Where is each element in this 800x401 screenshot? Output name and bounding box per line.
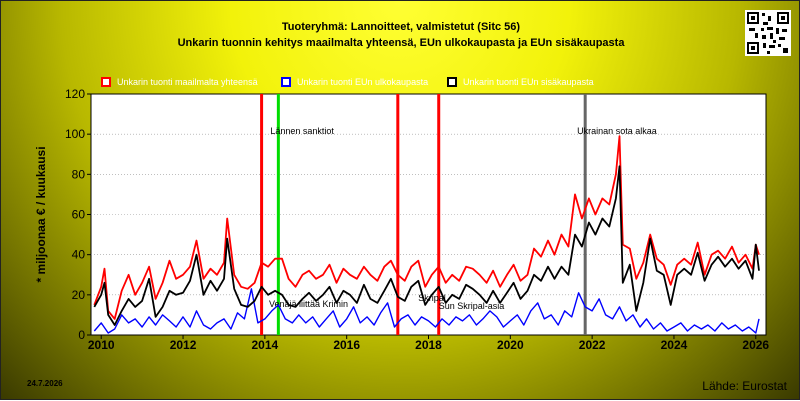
x-tick-label: 2026 xyxy=(742,338,769,352)
x-tick-label: 2012 xyxy=(170,338,197,352)
y-tick-label: 120 xyxy=(65,87,85,101)
x-tick-label: 2016 xyxy=(333,338,360,352)
report-date: 24.7.2026 xyxy=(27,379,63,388)
chart-subtitle: Unkarin tuonnin kehitys maailmalta yhtee… xyxy=(177,37,625,49)
event-label: Lännen sanktiot xyxy=(270,126,334,136)
y-tick-label: 0 xyxy=(78,328,85,342)
series-line-3 xyxy=(93,165,760,326)
y-tick-label: 40 xyxy=(72,248,86,262)
annotation-label: Skripal xyxy=(418,293,446,303)
annotation-label: Sun Skripal-asia xyxy=(439,301,505,311)
y-axis-label: * miljoonaa € / kuukausi xyxy=(34,146,48,282)
legend-label-extra: Unkarin tuonti EUn ulkokaupasta xyxy=(297,77,429,87)
event-label: Ukrainan sota alkaa xyxy=(577,126,657,136)
source-label: Lähde: Eurostat xyxy=(702,379,787,393)
series-line-2 xyxy=(93,288,760,334)
x-tick-label: 2022 xyxy=(579,338,606,352)
y-tick-label: 20 xyxy=(72,288,86,302)
legend-swatch-extra xyxy=(281,77,291,87)
x-tick-label: 2024 xyxy=(661,338,688,352)
annotation-label: Venäjä liittää Krimin xyxy=(269,299,348,309)
chart-titles: Tuoteryhmä: Lannoitteet, valmistetut (Si… xyxy=(1,19,800,51)
legend-label-intra: Unkarin tuonti EUn sisäkaupasta xyxy=(463,77,594,87)
legend-item-extra: Unkarin tuonti EUn ulkokaupasta xyxy=(281,77,428,87)
chart-title: Tuoteryhmä: Lannoitteet, valmistetut (Si… xyxy=(281,21,521,33)
legend-label-world: Unkarin tuonti maailmalta yhteensä xyxy=(117,77,258,87)
legend-item-world: Unkarin tuonti maailmalta yhteensä xyxy=(101,77,258,87)
x-tick-label: 2020 xyxy=(497,338,524,352)
y-tick-label: 100 xyxy=(65,127,85,141)
x-tick-label: 2010 xyxy=(88,338,115,352)
legend-item-intra: Unkarin tuonti EUn sisäkaupasta xyxy=(447,77,594,87)
legend-swatch-world xyxy=(101,77,111,87)
y-tick-label: 80 xyxy=(72,167,86,181)
y-tick-label: 60 xyxy=(72,208,86,222)
series-line-1 xyxy=(93,135,760,320)
qr-code-icon xyxy=(745,10,791,56)
x-tick-label: 2014 xyxy=(252,338,279,352)
x-tick-label: 2018 xyxy=(415,338,442,352)
legend-swatch-intra xyxy=(447,77,457,87)
